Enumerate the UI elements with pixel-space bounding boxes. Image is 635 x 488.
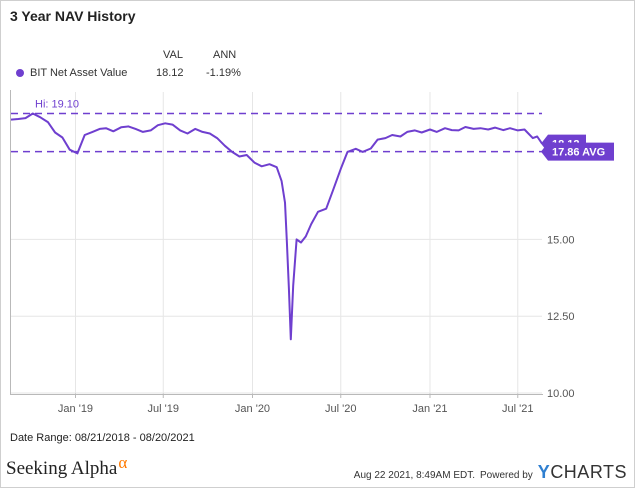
x-tick-label: Jan '19 [58,403,93,415]
plot-area[interactable] [10,90,543,395]
y-tick-label: 10.00 [547,388,575,400]
ycharts-logo-text: CHARTS [550,462,627,482]
y-tick-label: 15.00 [547,234,575,246]
ycharts-logo-y: Y [537,462,551,482]
alpha-icon: α [118,453,128,472]
brand-name: Seeking Alpha [6,458,118,479]
ycharts-logo[interactable]: YCHARTS [538,462,627,483]
legend-marker-icon [16,69,24,77]
avg-value-label: 17.86 AVG [552,147,605,159]
legend-series-name[interactable]: BIT Net Asset Value [30,67,128,79]
y-tick-label: 12.50 [547,311,575,323]
legend-series-val: 18.12 [156,67,184,79]
nav-series-line [10,112,543,341]
chart-title: 3 Year NAV History [10,8,136,24]
legend-series-ann: -1.19% [206,67,241,79]
x-tick-label: Jul '19 [148,403,179,415]
footer: Aug 22 2021, 8:49AM EDT. Powered by YCHA… [354,462,627,483]
x-tick-label: Jul '20 [325,403,356,415]
date-range: Date Range: 08/21/2018 - 08/20/2021 [10,432,195,444]
x-tick-label: Jul '21 [502,403,533,415]
powered-by: Powered by [479,470,533,481]
x-tick-label: Jan '21 [412,403,447,415]
x-tick-label: Jan '20 [235,403,270,415]
legend-header-val: VAL [163,49,183,61]
hi-label: Hi: 19.10 [35,99,79,111]
legend-header-ann: ANN [213,49,237,61]
timestamp: Aug 22 2021, 8:49AM EDT. [353,470,475,481]
avg-value-flag [541,142,614,161]
seeking-alpha-logo[interactable]: Seeking Alphaα [6,453,127,480]
